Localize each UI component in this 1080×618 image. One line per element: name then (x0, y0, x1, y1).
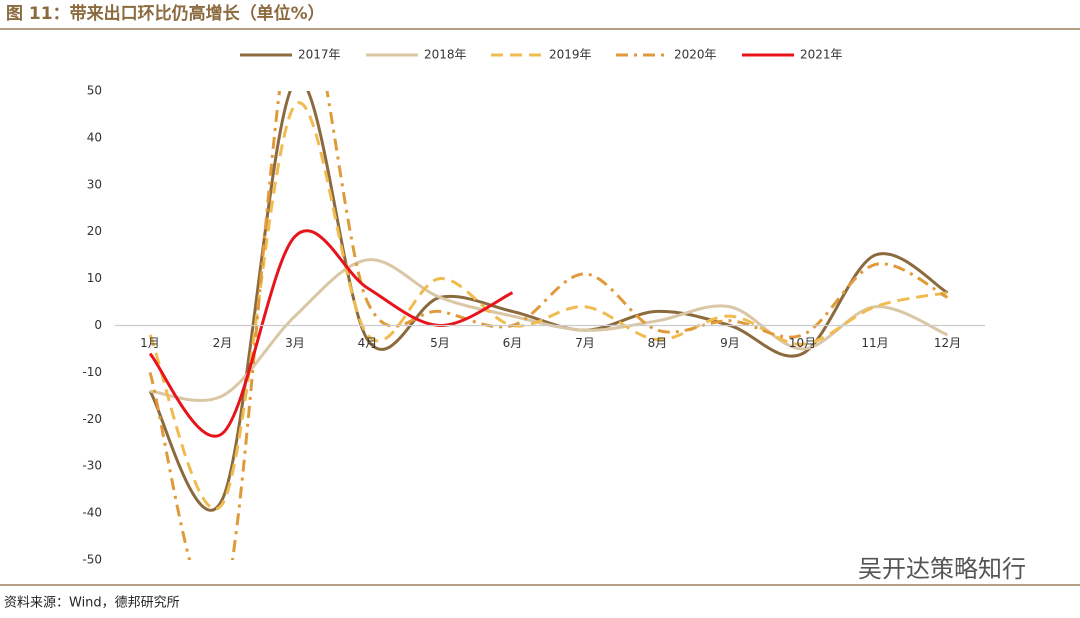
x-tick-label: 8月 (648, 336, 668, 350)
y-tick-label: -10 (82, 365, 102, 379)
x-tick-label: 7月 (575, 336, 595, 350)
legend-label: 2018年 (424, 48, 467, 62)
series-line (148, 101, 948, 511)
x-tick-label: 4月 (358, 336, 378, 350)
series-line (148, 91, 949, 560)
series-line (149, 258, 949, 402)
watermark: 吴开达策略知行 (858, 555, 1026, 583)
x-tick-label: 9月 (720, 336, 740, 350)
y-tick-label: 20 (87, 224, 102, 238)
x-tick-label: 5月 (430, 336, 450, 350)
x-tick-label: 6月 (503, 336, 523, 350)
y-tick-label: -40 (82, 506, 102, 520)
x-tick-label: 10月 (789, 336, 816, 350)
y-tick-label: 0 (94, 318, 102, 332)
y-tick-label: 40 (87, 130, 102, 144)
y-tick-label: -30 (82, 459, 102, 473)
source: 资料来源：Wind，德邦研究所 (4, 596, 180, 611)
series-line (148, 91, 949, 512)
legend-label: 2020年 (674, 48, 717, 62)
legend-label: 2019年 (549, 48, 592, 62)
x-tick-label: 12月 (934, 336, 961, 350)
x-tick-label: 2月 (213, 336, 233, 350)
y-tick-label: 30 (87, 177, 102, 191)
series-line (148, 229, 514, 438)
legend-label: 2021年 (800, 48, 843, 62)
plot-area (148, 91, 949, 560)
y-tick-label: 10 (87, 271, 102, 285)
y-tick-label: -20 (82, 412, 102, 426)
x-tick-label: 1月 (140, 336, 160, 350)
legend-label: 2017年 (298, 48, 341, 62)
x-tick-label: 3月 (285, 336, 305, 350)
y-tick-label: 50 (87, 84, 102, 98)
x-tick-label: 11月 (861, 336, 888, 350)
y-tick-label: -50 (82, 553, 102, 567)
chart-title: 图 11：带来出口环比仍高增长（单位%） (6, 3, 325, 24)
